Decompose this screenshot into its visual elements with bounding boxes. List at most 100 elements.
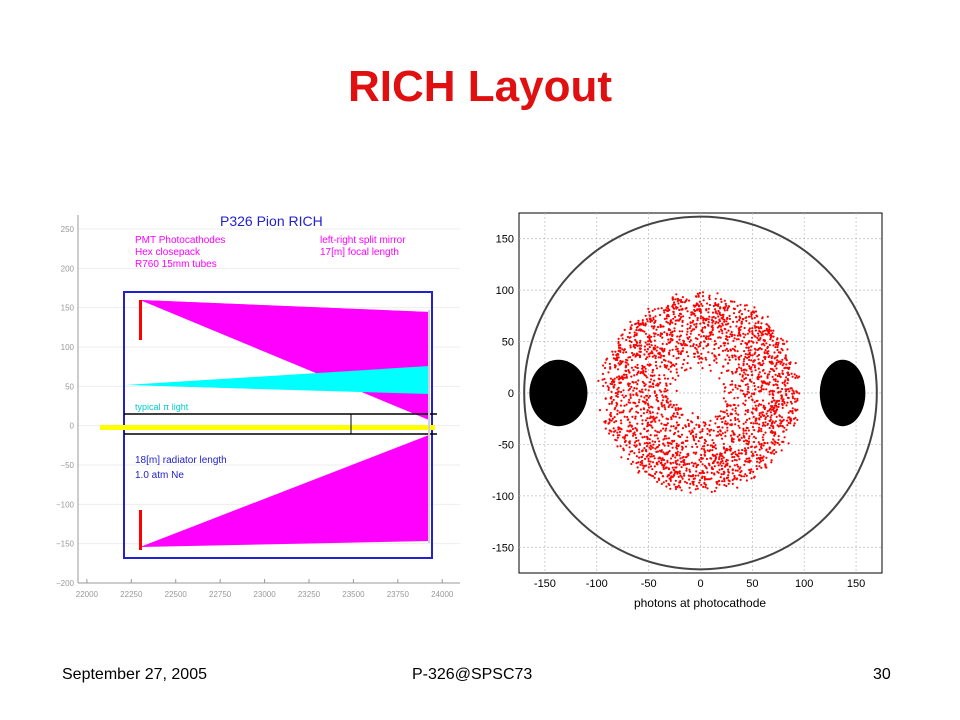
photon-hit-point	[629, 396, 632, 399]
photon-hit-point	[647, 457, 650, 460]
photon-hit-point	[702, 335, 705, 338]
photon-hit-point	[642, 323, 645, 326]
photon-hit-point	[687, 422, 690, 426]
photon-hit-point	[622, 376, 625, 379]
photon-hit-point	[609, 419, 612, 422]
photon-hit-point	[730, 413, 733, 416]
x-axis-label: photons at photocathode	[634, 596, 766, 610]
photon-hit-point	[718, 353, 721, 356]
photon-hit-point	[653, 465, 656, 468]
photon-hit-point	[684, 424, 687, 427]
photon-hit-point	[747, 349, 750, 352]
photon-hit-point	[722, 397, 725, 400]
photon-hit-point	[722, 313, 725, 316]
photon-hit-point	[787, 442, 790, 445]
photon-hit-point	[750, 366, 753, 369]
photon-hit-point	[720, 300, 723, 303]
photon-hit-point	[644, 370, 647, 373]
photon-hit-point	[722, 462, 725, 465]
photon-hit-point	[634, 344, 638, 347]
photon-hit-point	[708, 464, 711, 467]
photon-hit-point	[638, 451, 641, 454]
photon-hit-point	[740, 367, 743, 370]
photon-hit-point	[642, 453, 645, 456]
photon-hit-point	[719, 476, 722, 479]
photon-hit-point	[669, 487, 672, 490]
photon-hit-point	[751, 426, 755, 429]
photon-hit-point	[607, 388, 610, 391]
photon-hit-point	[745, 449, 748, 452]
photon-hit-point	[622, 351, 625, 354]
photon-hit-point	[758, 390, 761, 393]
photon-hit-point	[703, 322, 706, 325]
photon-hit-point	[719, 298, 723, 301]
photon-hit-point	[658, 440, 661, 443]
photon-hit-point	[779, 390, 782, 393]
photon-hit-point	[762, 433, 765, 436]
photon-hit-point	[636, 404, 639, 407]
photon-hit-point	[781, 364, 784, 367]
photon-hit-point	[663, 423, 666, 426]
photon-hit-point	[730, 438, 733, 442]
photon-hit-point	[717, 315, 720, 318]
photon-hit-point	[776, 354, 779, 357]
photon-hit-point	[720, 417, 723, 420]
photon-hit-point	[709, 419, 712, 422]
photon-hit-point	[672, 403, 675, 407]
photon-hit-point	[675, 368, 678, 371]
photon-hits	[529, 291, 866, 494]
photon-hit-point	[650, 453, 653, 456]
photon-hit-point	[674, 415, 677, 418]
photon-hit-point	[641, 367, 644, 370]
photon-hit-point	[704, 423, 707, 426]
photon-hit-point	[794, 416, 797, 419]
photon-hit-point	[753, 475, 756, 478]
photon-hit-point	[771, 339, 774, 342]
photon-hit-point	[690, 330, 693, 333]
photon-hit-point	[660, 413, 663, 416]
photon-hit-point	[679, 342, 682, 345]
photon-hit-point	[688, 335, 691, 339]
photon-hit-point	[639, 390, 642, 393]
photon-hit-point	[760, 442, 763, 446]
photon-hit-point	[712, 429, 715, 432]
photon-hit-point	[766, 441, 769, 445]
photon-hit-point	[662, 325, 665, 328]
photon-hit-point	[750, 340, 753, 343]
photon-hit-point	[776, 408, 779, 411]
photon-hit-point	[681, 446, 684, 450]
photon-hit-point	[661, 399, 664, 402]
photon-hit-point	[772, 383, 775, 387]
photon-hit-point	[691, 421, 694, 424]
photon-hit-point	[648, 446, 651, 449]
photon-hit-point	[676, 485, 679, 489]
photon-hit-point	[667, 467, 670, 470]
photon-hit-point	[672, 313, 675, 316]
photon-hit-point	[705, 467, 708, 470]
photon-hit-point	[707, 343, 710, 346]
photon-hit-point	[709, 334, 712, 337]
photon-hit-point	[758, 465, 761, 468]
photon-hit-point	[742, 429, 745, 432]
photon-hit-point	[698, 307, 702, 311]
y-tick-label: -150	[492, 542, 514, 554]
x-tick-label: 50	[746, 578, 758, 590]
photon-hit-point	[784, 384, 787, 387]
photon-hit-point	[689, 321, 692, 324]
photon-hit-point	[651, 426, 654, 429]
photon-hit-point	[666, 389, 669, 392]
photon-hit-point	[770, 414, 773, 417]
photon-hit-point	[729, 404, 732, 407]
photon-hit-point	[791, 412, 794, 415]
photon-hit-point	[635, 392, 638, 395]
photon-hit-point	[610, 390, 613, 393]
photon-hit-point	[724, 431, 727, 434]
photon-hit-point	[771, 332, 774, 335]
photon-hit-point	[713, 347, 716, 351]
photon-hit-point	[745, 479, 748, 482]
photon-hit-point	[640, 414, 643, 417]
photon-hit-point	[736, 304, 739, 307]
photon-hit-point	[772, 344, 775, 347]
photon-hit-point	[658, 449, 662, 452]
